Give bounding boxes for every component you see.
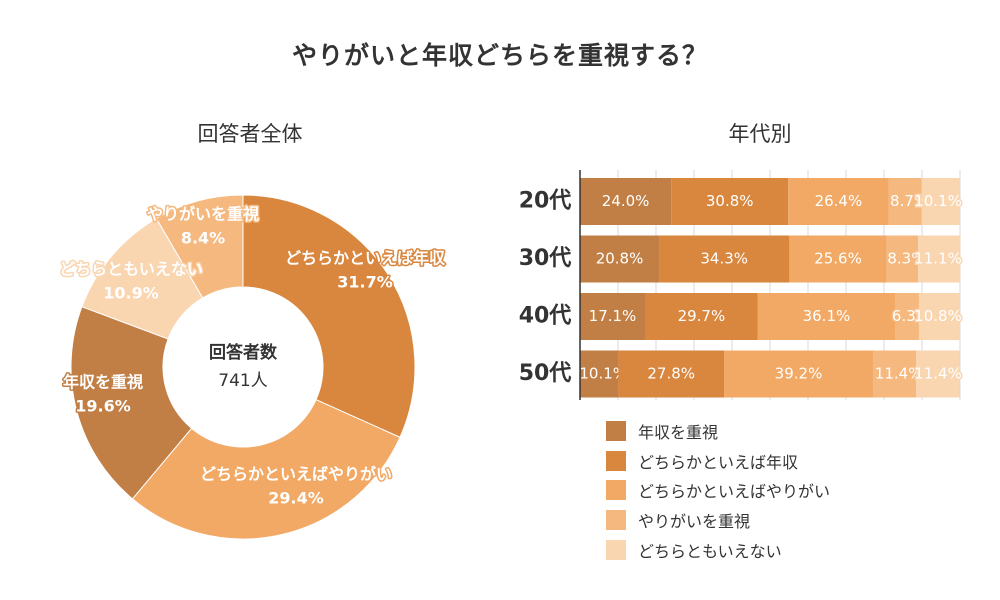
bar-segment [886,235,919,283]
donut-slice [70,306,193,500]
donut-slice-value: 8.4% [181,229,225,248]
bar-data-label: 8.7% [890,192,928,210]
bar-segment [918,235,961,283]
bar-data-label: 11.4% [875,365,923,383]
bar-data-label: 11.4% [914,365,962,383]
bar-chart-title: 年代別 [728,122,792,146]
bar-data-label: 17.1% [589,307,637,325]
bar-data-label: 30.8% [706,192,754,210]
bar-segment [618,350,725,398]
bar-segment [888,178,922,225]
donut-slice-value: 10.9% [103,284,159,303]
bar-data-label: 29.7% [678,307,726,325]
bar-segment [580,350,619,398]
bar-segment [789,235,887,283]
bar-data-label: 10.1% [914,192,962,210]
bar-data-label: 34.3% [700,250,748,268]
bar-segment [918,293,960,340]
legend-label: 年収を重視 [638,422,719,442]
bar-data-label: 20.8% [596,250,644,268]
bar-segment [580,293,645,340]
bar-chart-legend: 年収を重視 どちらかといえば年収 どちらかといえばやりがい やりがいを重視 どち… [606,416,830,565]
legend-label: どちらかといえばやりがい [638,482,831,502]
legend-item: どちらかといえば年収 [606,446,830,476]
bar-data-label: 11.1% [914,250,962,268]
legend-label: やりがいを重視 [638,512,751,532]
legend-swatch [606,540,626,561]
donut-slice [242,194,416,438]
donut-slice-label: どちらともいえない [59,260,203,279]
bar-segment [580,178,672,225]
bar-segment [921,178,960,225]
donut-center-label: 回答者数 [209,342,278,363]
category-tick-label: 20代 [519,189,572,214]
category-tick-label: 40代 [519,304,572,329]
bar-data-label: 25.6% [814,250,862,268]
donut-slice-label: どちらかといえばやりがい [200,465,392,484]
donut-slice-value: 31.7% [337,273,393,292]
donut-chart-title: 回答者全体 [197,122,303,146]
legend-label: どちらかといえば年収 [638,452,799,472]
category-tick-label: 30代 [519,246,572,271]
legend-item: どちらかといえばやりがい [606,476,830,506]
donut-center-value: 741人 [218,371,267,391]
legend-swatch [606,420,626,441]
legend-label: どちらともいえない [638,542,782,562]
bar-segment [895,293,919,340]
bar-segment [757,293,896,340]
bar-segment [580,235,660,283]
donut-slice-label: やりがいを重視 [147,205,259,224]
bar-data-label: 10.8% [914,307,962,325]
bar-segment [644,293,758,340]
donut-slice-value: 29.4% [268,489,324,508]
bar-segment [916,350,960,398]
bar-data-label: 8.3% [887,250,925,268]
chart-main-title: やりがいと年収どちらを重視する？ [291,41,708,70]
bar-data-label: 39.2% [775,365,823,383]
bar-segment [659,235,790,283]
bar-data-label: 10.1% [579,365,627,383]
legend-swatch [606,450,626,471]
bar-data-label: 26.4% [815,192,863,210]
donut-slice-label: 年収を重視 [63,373,143,392]
legend-item: 年収を重視 [606,416,830,446]
bar-segment [788,178,889,225]
category-tick-label: 50代 [519,361,572,386]
legend-swatch [606,510,626,531]
bar-data-label: 36.1% [803,307,851,325]
legend-item: やりがいを重視 [606,505,830,535]
bar-segment [724,350,873,398]
donut-slice-label: どちらかといえば年収 [285,249,446,268]
bar-data-label: 27.8% [647,365,695,383]
bar-data-label: 24.0% [602,192,650,210]
bar-segment [872,350,917,398]
donut-slice [155,194,244,299]
donut-slice-value: 19.6% [75,397,131,416]
legend-swatch [606,480,626,501]
donut-slice [131,399,401,540]
legend-item: どちらともいえない [606,535,830,565]
bar-segment [671,178,789,225]
